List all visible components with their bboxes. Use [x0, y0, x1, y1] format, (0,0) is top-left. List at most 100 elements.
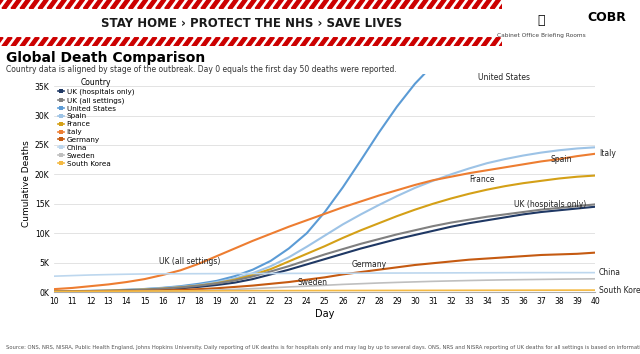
Polygon shape	[2, 38, 12, 46]
Polygon shape	[499, 0, 509, 8]
Polygon shape	[400, 0, 410, 8]
Polygon shape	[481, 0, 492, 8]
Polygon shape	[38, 38, 48, 46]
Polygon shape	[508, 38, 518, 46]
Polygon shape	[246, 38, 256, 46]
Polygon shape	[29, 0, 39, 8]
Polygon shape	[418, 38, 428, 46]
Polygon shape	[192, 0, 202, 8]
Polygon shape	[382, 38, 392, 46]
Polygon shape	[527, 38, 536, 46]
Text: Spain: Spain	[550, 155, 572, 164]
Polygon shape	[219, 38, 229, 46]
Polygon shape	[138, 38, 148, 46]
Polygon shape	[319, 0, 328, 8]
Polygon shape	[74, 38, 84, 46]
Polygon shape	[264, 38, 275, 46]
Polygon shape	[183, 38, 193, 46]
Polygon shape	[463, 0, 473, 8]
Polygon shape	[310, 0, 319, 8]
Polygon shape	[300, 38, 310, 46]
Polygon shape	[29, 38, 39, 46]
Polygon shape	[210, 0, 220, 8]
Polygon shape	[174, 0, 184, 8]
Polygon shape	[183, 0, 193, 8]
Text: China: China	[599, 268, 621, 277]
Polygon shape	[454, 38, 464, 46]
Polygon shape	[418, 0, 428, 8]
Polygon shape	[527, 0, 536, 8]
Text: COBR: COBR	[588, 11, 627, 24]
Polygon shape	[92, 38, 102, 46]
Polygon shape	[545, 0, 555, 8]
Polygon shape	[111, 0, 120, 8]
Polygon shape	[228, 38, 238, 46]
Polygon shape	[20, 38, 30, 46]
Polygon shape	[400, 38, 410, 46]
Polygon shape	[382, 0, 392, 8]
Polygon shape	[138, 0, 148, 8]
Polygon shape	[237, 38, 247, 46]
Polygon shape	[355, 38, 365, 46]
Polygon shape	[147, 0, 157, 8]
Polygon shape	[2, 0, 12, 8]
Text: South Korea: South Korea	[599, 286, 640, 295]
Polygon shape	[65, 38, 76, 46]
Polygon shape	[83, 0, 93, 8]
Y-axis label: Cumulative Deaths: Cumulative Deaths	[22, 140, 31, 227]
Polygon shape	[472, 0, 483, 8]
Polygon shape	[120, 0, 130, 8]
Polygon shape	[282, 0, 292, 8]
Polygon shape	[328, 0, 338, 8]
Polygon shape	[255, 0, 265, 8]
Polygon shape	[164, 0, 175, 8]
Polygon shape	[319, 38, 328, 46]
Polygon shape	[490, 0, 500, 8]
Polygon shape	[56, 0, 67, 8]
Polygon shape	[355, 0, 365, 8]
Polygon shape	[436, 38, 446, 46]
Polygon shape	[310, 38, 319, 46]
Text: Sweden: Sweden	[298, 278, 328, 286]
Polygon shape	[255, 38, 265, 46]
Polygon shape	[536, 38, 546, 46]
Text: Global Death Comparison: Global Death Comparison	[6, 51, 205, 65]
Polygon shape	[237, 0, 247, 8]
Polygon shape	[120, 38, 130, 46]
Polygon shape	[545, 38, 555, 46]
Polygon shape	[454, 0, 464, 8]
Polygon shape	[364, 0, 374, 8]
Polygon shape	[74, 0, 84, 8]
Polygon shape	[201, 38, 211, 46]
Polygon shape	[291, 0, 301, 8]
Polygon shape	[372, 0, 383, 8]
Polygon shape	[129, 0, 139, 8]
Polygon shape	[291, 38, 301, 46]
Polygon shape	[47, 38, 57, 46]
Polygon shape	[300, 0, 310, 8]
Polygon shape	[102, 0, 111, 8]
Polygon shape	[111, 38, 120, 46]
Polygon shape	[337, 38, 347, 46]
Polygon shape	[210, 38, 220, 46]
Text: Source: ONS, NRS, NISRA, Public Health England, Johns Hopkins University. Daily : Source: ONS, NRS, NISRA, Public Health E…	[6, 346, 640, 350]
Polygon shape	[83, 38, 93, 46]
Legend: UK (hospitals only), UK (all settings), United States, Spain, France, Italy, Ger: UK (hospitals only), UK (all settings), …	[58, 78, 134, 167]
Polygon shape	[0, 0, 3, 8]
Polygon shape	[47, 0, 57, 8]
Polygon shape	[490, 38, 500, 46]
Text: Country data is aligned by stage of the outbreak. Day 0 equals the first day 50 : Country data is aligned by stage of the …	[6, 65, 397, 74]
Polygon shape	[201, 0, 211, 8]
Text: UK (all settings): UK (all settings)	[159, 257, 220, 266]
Text: STAY HOME › PROTECT THE NHS › SAVE LIVES: STAY HOME › PROTECT THE NHS › SAVE LIVES	[100, 17, 402, 29]
Polygon shape	[364, 38, 374, 46]
Polygon shape	[518, 38, 527, 46]
Polygon shape	[409, 0, 419, 8]
Polygon shape	[228, 0, 238, 8]
Polygon shape	[518, 0, 527, 8]
Polygon shape	[65, 0, 76, 8]
Polygon shape	[427, 38, 437, 46]
Polygon shape	[337, 0, 347, 8]
Polygon shape	[56, 38, 67, 46]
Polygon shape	[38, 0, 48, 8]
